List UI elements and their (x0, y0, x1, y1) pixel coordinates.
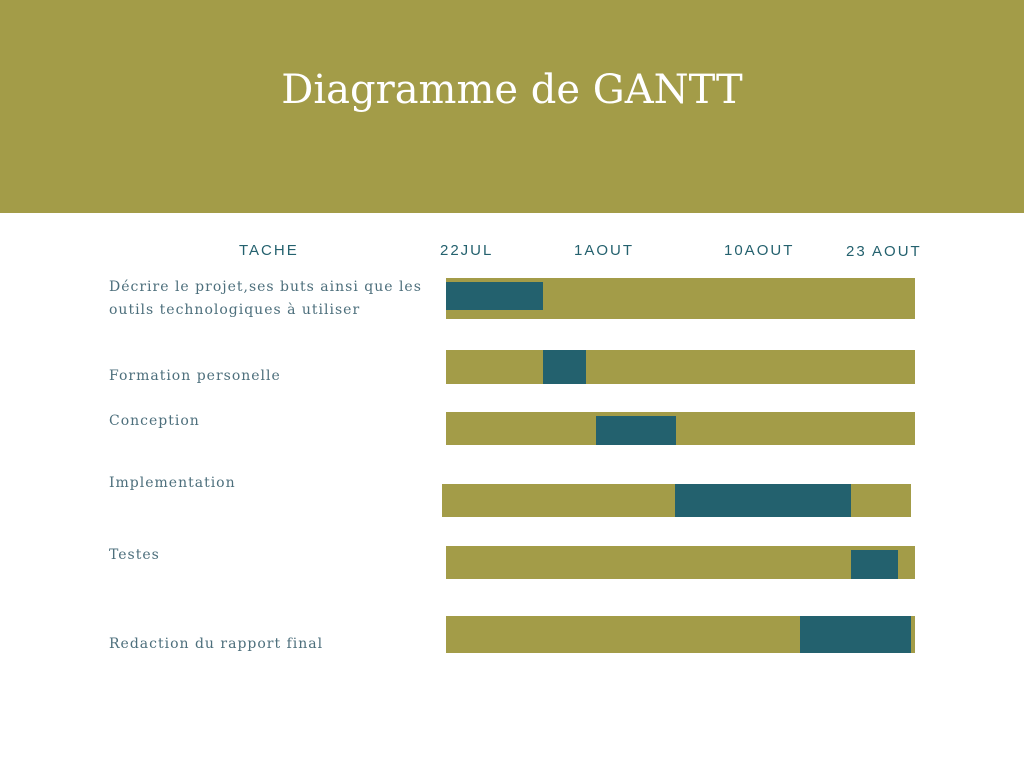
timeline-track-formation (446, 350, 915, 384)
date-header-1aout: 1AOUT (574, 242, 635, 259)
task-label-conception: Conception (109, 413, 200, 429)
task-bar-implementation (675, 484, 851, 517)
task-column-header: TACHE (239, 242, 299, 259)
task-label-implementation: Implementation (109, 475, 236, 491)
task-bar-formation (543, 350, 586, 384)
timeline-track-conception (446, 412, 915, 445)
page-title: Diagramme de GANTT (281, 67, 743, 113)
task-label-formation: Formation personelle (109, 368, 281, 384)
task-label-redaction: Redaction du rapport final (109, 636, 324, 652)
task-label-description: Décrire le projet,ses buts ainsi que les… (109, 279, 422, 318)
task-bar-conception (596, 416, 676, 445)
date-header-10aout: 10AOUT (724, 242, 795, 259)
timeline-track-testes (446, 546, 915, 579)
task-label-testes: Testes (109, 547, 160, 563)
date-header-22jul: 22JUL (440, 242, 494, 259)
task-bar-redaction (800, 616, 911, 653)
task-bar-testes (851, 550, 898, 579)
task-bar-description (446, 282, 543, 310)
title-banner: Diagramme de GANTT (0, 0, 1024, 213)
date-header-23aout: 23 AOUT (846, 243, 922, 260)
